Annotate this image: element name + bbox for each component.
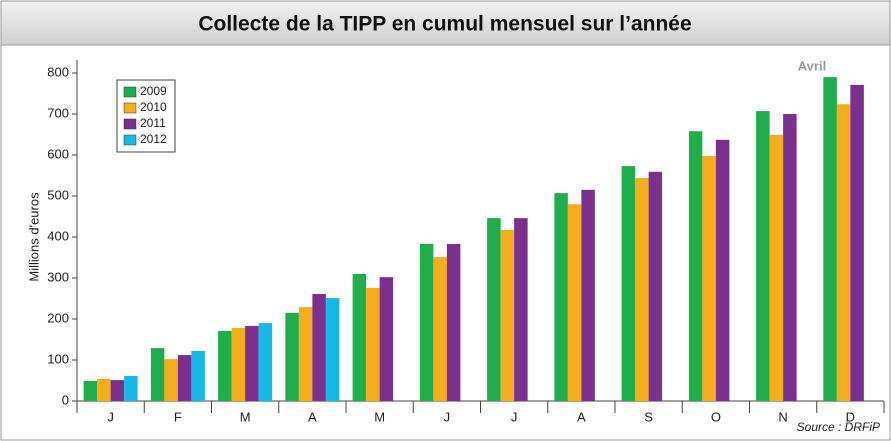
bar xyxy=(83,380,98,401)
bar xyxy=(500,230,515,401)
bar xyxy=(850,84,864,401)
bar xyxy=(110,380,125,401)
bar xyxy=(177,355,192,401)
x-tick-label: A xyxy=(308,409,317,424)
bar xyxy=(245,325,259,401)
bar xyxy=(285,312,299,401)
legend-label: 2012 xyxy=(140,132,167,146)
bar xyxy=(218,330,232,401)
x-tick-label: J xyxy=(511,409,518,424)
bar xyxy=(124,375,138,401)
bar xyxy=(783,114,797,401)
bar xyxy=(756,111,770,401)
bar xyxy=(298,307,313,401)
bar xyxy=(164,359,178,401)
x-tick-label: S xyxy=(644,409,653,424)
y-tick-label: 0 xyxy=(62,392,69,407)
y-tick-label: 200 xyxy=(47,310,69,325)
y-tick-label: 500 xyxy=(47,187,69,202)
x-tick-label: O xyxy=(711,409,721,424)
bar xyxy=(325,298,340,401)
x-tick-label: M xyxy=(374,409,385,424)
y-tick-label: 800 xyxy=(47,64,69,79)
bar xyxy=(635,177,649,401)
bar xyxy=(258,323,273,401)
legend-label: 2009 xyxy=(140,84,167,98)
y-tick-label: 600 xyxy=(47,146,69,161)
bar xyxy=(366,287,380,401)
y-tick-label: 400 xyxy=(47,228,69,243)
x-tick-label: F xyxy=(174,409,182,424)
bar xyxy=(567,204,582,401)
bar xyxy=(621,166,636,401)
bar xyxy=(581,189,595,401)
bar xyxy=(446,243,461,401)
bar xyxy=(419,243,434,401)
chart-title: Collecte de la TIPP en cumul mensuel sur… xyxy=(198,13,691,36)
legend-swatch xyxy=(123,102,137,114)
x-tick-label: J xyxy=(107,409,114,424)
y-tick-label: 100 xyxy=(47,351,69,366)
legend-swatch xyxy=(123,134,137,146)
y-axis-label: Millions d'euros xyxy=(26,192,41,282)
bar xyxy=(231,328,246,401)
title-band xyxy=(0,0,891,46)
legend-label: 2010 xyxy=(140,100,167,114)
bar xyxy=(688,131,703,401)
bar xyxy=(312,293,326,401)
x-tick-label: D xyxy=(846,409,855,424)
bar xyxy=(836,104,851,401)
bar xyxy=(769,134,784,401)
legend-label: 2011 xyxy=(140,116,166,130)
bar xyxy=(191,350,205,401)
bar xyxy=(433,257,447,401)
source: Source : DRFiP xyxy=(797,420,880,434)
y-tick-label: 700 xyxy=(47,105,69,120)
bar xyxy=(648,171,663,401)
bar xyxy=(715,139,730,401)
bar xyxy=(702,155,716,401)
bar xyxy=(379,277,394,401)
annotation: Avril xyxy=(798,58,826,73)
x-tick-label: M xyxy=(240,409,251,424)
legend-swatch xyxy=(123,86,137,98)
bar xyxy=(150,348,165,401)
bar xyxy=(487,218,501,401)
legend-swatch xyxy=(123,118,137,130)
bar xyxy=(823,77,837,401)
bar xyxy=(97,378,111,401)
bar xyxy=(554,193,568,401)
x-tick-label: N xyxy=(778,409,787,424)
bar xyxy=(352,273,367,401)
bar xyxy=(514,218,528,401)
y-tick-label: 300 xyxy=(47,269,69,284)
x-tick-label: J xyxy=(444,409,451,424)
x-tick-label: A xyxy=(577,409,586,424)
